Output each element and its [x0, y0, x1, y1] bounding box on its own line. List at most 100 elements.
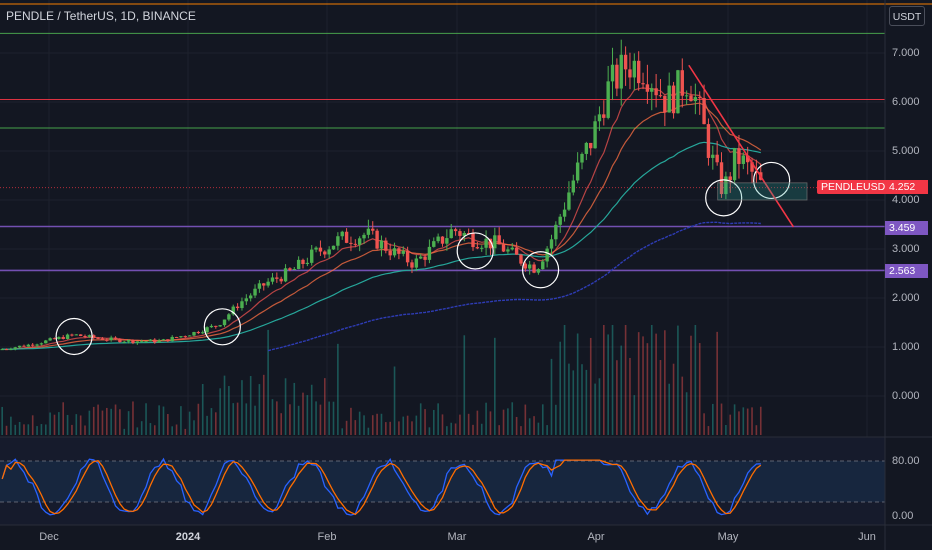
last-price-tag: 4.252	[885, 180, 928, 194]
candle-body	[728, 176, 732, 181]
volume-bar	[568, 363, 570, 435]
volume-bar	[262, 374, 265, 435]
volume-bar	[127, 411, 130, 435]
currency-button[interactable]: USDT	[889, 6, 925, 26]
volume-bar	[280, 413, 282, 435]
volume-bar	[437, 403, 439, 435]
candle-body	[610, 64, 615, 82]
price-label: 4.000	[892, 194, 920, 206]
candle-body	[292, 268, 296, 270]
volume-bar	[411, 421, 413, 435]
candle-body	[549, 239, 554, 249]
volume-bar	[18, 421, 21, 435]
volume-bar	[711, 403, 714, 435]
volume-bar	[467, 413, 470, 435]
price-label: 0.000	[892, 390, 920, 402]
volume-bar	[703, 413, 705, 435]
volume-bar	[62, 402, 65, 435]
candle-body	[453, 229, 458, 232]
volume-bar	[171, 426, 174, 435]
volume-bar	[153, 425, 156, 435]
volume-bar	[480, 423, 483, 435]
volume-bar	[620, 345, 623, 435]
volume-bar	[14, 424, 17, 435]
candle-body	[702, 98, 706, 125]
volume-bar	[616, 360, 618, 435]
candle-body	[26, 344, 31, 347]
volume-bar	[594, 383, 596, 435]
candle-body	[423, 256, 427, 260]
candle-body	[427, 246, 432, 260]
volume-bar	[494, 337, 496, 435]
candle-body	[314, 247, 318, 250]
volume-bar	[228, 386, 230, 435]
candle-body	[131, 340, 135, 344]
annotation-circle	[521, 251, 560, 289]
candle-body	[519, 254, 523, 264]
candle-body	[22, 345, 26, 347]
volume-bar	[97, 404, 99, 435]
candle-body	[623, 54, 628, 70]
candle-body	[214, 325, 218, 327]
time-label: Jun	[858, 531, 876, 543]
candle-body	[35, 344, 39, 346]
candle-body	[575, 162, 580, 181]
volume-bar	[49, 412, 51, 435]
volume-bar	[79, 415, 82, 435]
volume-bar	[267, 329, 269, 435]
candle-body	[270, 277, 275, 282]
candle-body	[493, 235, 497, 249]
candle-body	[514, 247, 519, 255]
volume-bar	[659, 360, 662, 435]
volume-bar	[284, 378, 287, 435]
candle-body	[275, 277, 279, 279]
volume-bar	[555, 404, 557, 435]
time-label: Feb	[317, 531, 337, 543]
candle-body	[436, 236, 440, 242]
chart-title: PENDLE / TetherUS, 1D, BINANCE	[6, 9, 196, 23]
candle-body	[148, 339, 153, 342]
candle-body	[187, 335, 192, 337]
candle-body	[619, 54, 623, 89]
stoch-label: 0.00	[892, 510, 914, 522]
annotation-circle	[55, 317, 93, 356]
candle-body	[44, 340, 48, 344]
candles	[0, 39, 763, 351]
candle-body	[584, 142, 589, 154]
candle-body	[244, 298, 249, 302]
candle-body	[684, 95, 689, 97]
candle-body	[92, 335, 96, 338]
volume-bar	[419, 403, 422, 435]
volume-bar	[733, 404, 736, 435]
volume-bar	[140, 421, 143, 435]
candle-body	[440, 236, 445, 244]
candle-body	[296, 259, 301, 269]
candle-body	[488, 238, 493, 249]
volume-bar	[328, 401, 330, 435]
volume-bar	[136, 427, 139, 435]
candle-body	[305, 262, 310, 264]
candle-body	[741, 155, 746, 164]
volume-bar	[541, 404, 544, 435]
volume-bar	[276, 401, 278, 435]
volume-bar	[167, 414, 169, 435]
candle-body	[689, 95, 693, 102]
volume-bar	[672, 363, 675, 435]
volume-bar	[258, 384, 261, 435]
candle-body	[593, 121, 597, 149]
candle-body	[480, 247, 484, 249]
annotation-circle	[753, 161, 791, 200]
volume-bar	[402, 416, 405, 435]
candle-body	[248, 295, 253, 299]
candle-body	[157, 340, 161, 343]
volume-bar	[446, 426, 448, 435]
candle-body	[174, 336, 179, 338]
candle-body	[301, 259, 305, 264]
candle-body	[179, 336, 183, 338]
candle-body	[706, 124, 711, 158]
volume-bar	[685, 392, 688, 435]
volume-bar	[742, 407, 745, 435]
candle-body	[532, 264, 536, 273]
volume-bar	[432, 409, 435, 435]
